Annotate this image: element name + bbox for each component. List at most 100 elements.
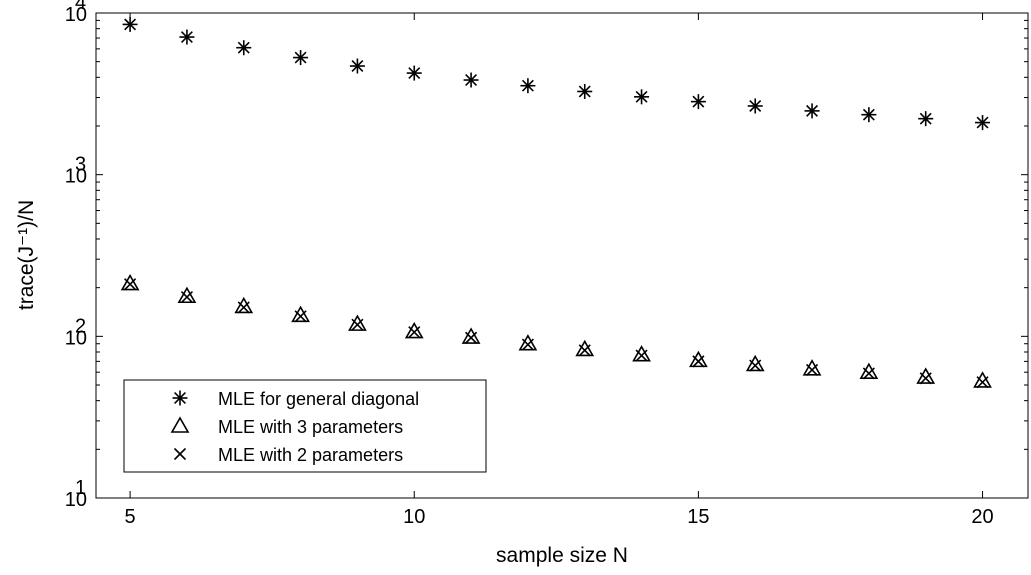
y-tick-exponent: 3 xyxy=(75,154,86,176)
asterisk-marker-d2 xyxy=(174,392,186,404)
x-tick-label: 10 xyxy=(403,506,425,528)
asterisk-marker-d2 xyxy=(237,41,250,54)
point-series3 xyxy=(919,372,932,385)
point-series2 xyxy=(632,345,651,362)
y-tick-exponent: 2 xyxy=(75,315,86,337)
x-marker-b xyxy=(692,355,705,368)
point-series3 xyxy=(862,367,875,380)
point-series1 xyxy=(804,103,820,119)
point-series2 xyxy=(518,334,538,351)
x-marker-b xyxy=(521,338,534,351)
point-series2 xyxy=(973,371,992,388)
point-series1 xyxy=(634,89,650,105)
triangle-marker xyxy=(120,273,140,291)
point-series3 xyxy=(578,344,591,357)
point-series3 xyxy=(465,331,478,344)
x-marker-b xyxy=(578,344,591,357)
triangle-marker xyxy=(170,416,190,433)
point-series2 xyxy=(575,339,595,357)
x-marker-b xyxy=(408,326,421,339)
point-series2 xyxy=(745,354,765,372)
point-series2 xyxy=(404,321,424,339)
asterisk-marker-d2 xyxy=(465,74,478,86)
point-series1 xyxy=(975,115,991,131)
asterisk-marker-d2 xyxy=(635,90,648,103)
point-series2 xyxy=(348,314,367,331)
x-marker-b xyxy=(180,290,193,304)
x-marker-b xyxy=(173,447,187,461)
point-series1 xyxy=(463,72,479,88)
triangle-marker xyxy=(518,334,538,351)
point-series3 xyxy=(180,290,193,304)
point-series3 xyxy=(237,301,250,314)
point-series3 xyxy=(521,338,534,351)
asterisk-marker-d2 xyxy=(862,108,875,121)
legend-label-general-diagonal: MLE for general diagonal xyxy=(218,389,419,409)
asterisk-marker-d2 xyxy=(124,18,137,31)
legend-label-3-parameters: MLE with 3 parameters xyxy=(218,417,403,437)
triangle-marker xyxy=(348,314,367,331)
triangle-marker xyxy=(802,359,822,376)
point-series3 xyxy=(294,310,307,323)
data-markers xyxy=(120,16,992,389)
triangle-marker xyxy=(973,371,992,388)
triangle-marker xyxy=(689,350,708,368)
x-marker-b xyxy=(919,372,932,385)
x-marker-b xyxy=(237,301,250,314)
x-tick-label: 20 xyxy=(971,506,993,528)
x-marker-b xyxy=(635,349,648,362)
asterisk-marker-d2 xyxy=(294,51,307,64)
x-tick-label: 5 xyxy=(125,506,136,528)
x-marker-b xyxy=(294,310,307,323)
triangle-marker xyxy=(859,362,879,379)
point-series1 xyxy=(122,16,138,32)
legend-marker-series1 xyxy=(172,390,188,406)
y-tick-label: 10 xyxy=(65,327,87,349)
point-series3 xyxy=(976,376,989,389)
asterisk-marker-d2 xyxy=(749,100,762,112)
point-series3 xyxy=(635,349,648,362)
triangle-marker xyxy=(291,305,310,323)
x-marker-b xyxy=(805,363,819,376)
legend: MLE for general diagonal MLE with 3 para… xyxy=(123,379,487,473)
y-tick-exponent: 1 xyxy=(75,477,86,499)
point-series1 xyxy=(179,29,195,45)
point-series1 xyxy=(236,40,252,56)
point-series1 xyxy=(690,94,706,110)
point-series2 xyxy=(461,327,481,344)
triangle-marker xyxy=(916,367,936,384)
point-series1 xyxy=(577,83,593,99)
point-series1 xyxy=(861,107,877,123)
x-marker-b xyxy=(124,278,137,291)
triangle-marker xyxy=(234,296,254,314)
point-series1 xyxy=(520,78,536,94)
axis-ticks xyxy=(96,12,1028,499)
point-series2 xyxy=(177,286,197,304)
point-series2 xyxy=(859,362,879,379)
asterisk-marker-d2 xyxy=(578,85,591,98)
triangle-marker xyxy=(461,327,481,344)
legend-marker-series3 xyxy=(173,447,187,461)
legend-markers xyxy=(170,390,190,461)
point-series2 xyxy=(291,305,310,323)
point-series3 xyxy=(408,326,421,339)
y-tick-exponent: 4 xyxy=(75,0,86,14)
asterisk-marker-d2 xyxy=(521,79,534,92)
asterisk-marker-d2 xyxy=(351,60,364,72)
point-series2 xyxy=(120,273,140,291)
y-axis-title: trace(J⁻¹)/N xyxy=(15,200,38,310)
point-series1 xyxy=(349,58,365,74)
point-series2 xyxy=(234,296,254,314)
asterisk-marker-d2 xyxy=(692,95,705,108)
asterisk-marker-d2 xyxy=(180,31,193,44)
triangle-marker xyxy=(404,321,424,339)
asterisk-marker-d2 xyxy=(976,116,989,129)
x-tick-labels: 5 10 15 20 xyxy=(125,506,994,528)
triangle-marker xyxy=(745,354,765,372)
y-tick-label: 10 xyxy=(65,489,87,511)
y-tick-label: 10 xyxy=(65,166,87,188)
x-marker-b xyxy=(465,331,478,344)
point-series3 xyxy=(805,363,819,376)
